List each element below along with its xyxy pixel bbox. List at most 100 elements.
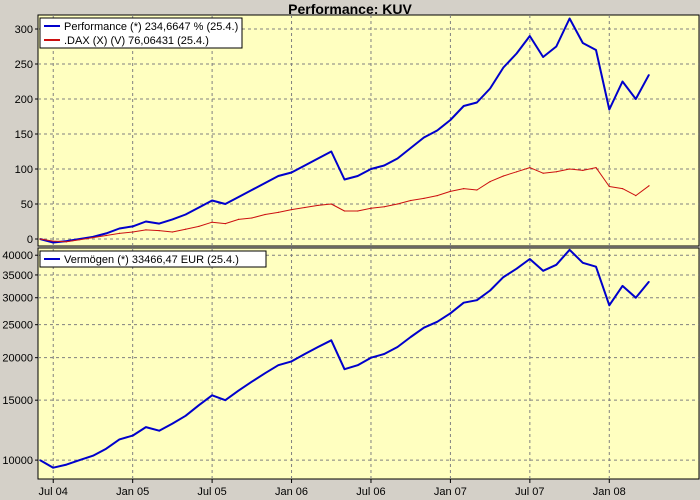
performance-y-tick-label: 50: [21, 199, 33, 211]
x-tick-label: Jul 07: [515, 486, 544, 498]
performance-series-0-point: [423, 136, 425, 139]
vermoegen-series-0-point: [105, 448, 107, 450]
performance-series-1-point: [555, 171, 557, 173]
vermoegen-series-0-point: [568, 249, 571, 251]
performance-series-0-point: [555, 45, 557, 48]
vermoegen-series-0-point: [449, 312, 452, 314]
performance-series-0-point: [171, 218, 173, 220]
vermoegen-series-0-point: [118, 438, 121, 441]
performance-series-1-point: [65, 241, 68, 243]
performance-series-0-point: [118, 227, 121, 230]
performance-series-1-point: [489, 181, 491, 183]
performance-series-0-point: [264, 182, 266, 184]
performance-series-1-point: [357, 210, 359, 212]
vermoegen-series-0-point: [383, 353, 385, 355]
vermoegen-series-0-point: [582, 262, 584, 264]
performance-series-1-point: [423, 197, 425, 199]
performance-series-0-point: [237, 196, 240, 198]
vermoegen-series-0-point: [330, 339, 332, 341]
vermoegen-series-0-point: [52, 467, 54, 469]
vermoegen-legend-entry: Vermögen (*) 33466,47 EUR (25.4.): [64, 254, 239, 266]
vermoegen-series-0-point: [39, 459, 41, 461]
performance-series-1-point: [595, 167, 597, 169]
performance-y-tick-label: 300: [15, 24, 33, 36]
vermoegen-series-0-point: [555, 264, 557, 266]
vermoegen-series-0-point: [65, 464, 68, 466]
vermoegen-series-0-point: [608, 304, 610, 306]
vermoegen-y-tick-label: 30000: [2, 293, 33, 305]
performance-series-1-point: [211, 221, 213, 223]
performance-series-0-point: [158, 223, 160, 225]
vermoegen-series-0-point: [304, 353, 306, 355]
vermoegen-series-0-point: [410, 336, 412, 338]
performance-series-0-point: [635, 98, 637, 100]
performance-series-0-point: [410, 147, 412, 149]
vermoegen-series-0-point: [476, 299, 478, 301]
vermoegen-series-0-point: [132, 435, 134, 437]
performance-series-0-point: [132, 225, 134, 227]
performance-series-0-point: [568, 17, 571, 20]
performance-series-0-point: [463, 105, 465, 107]
performance-series-1-point: [52, 240, 54, 242]
x-tick-label: Jul 06: [356, 486, 385, 498]
performance-series-1-point: [118, 232, 121, 234]
performance-series-1-point: [185, 228, 187, 230]
performance-series-1-point: [410, 199, 412, 202]
performance-series-0-point: [317, 157, 319, 160]
performance-series-0-point: [304, 164, 306, 167]
vermoegen-series-0-point: [211, 394, 213, 396]
performance-series-1-point: [198, 225, 200, 227]
performance-series-0-point: [383, 164, 385, 167]
performance-series-0-point: [52, 241, 54, 244]
performance-series-0-point: [516, 52, 518, 55]
performance-y-tick-label: 150: [15, 129, 33, 141]
performance-series-1-point: [317, 204, 319, 206]
performance-series-0-point: [648, 74, 650, 76]
vermoegen-series-0-point: [635, 297, 637, 299]
vermoegen-series-0-point: [370, 357, 372, 359]
performance-series-1-point: [330, 203, 332, 205]
performance-series-1-point: [39, 238, 41, 240]
vermoegen-series-0-point: [648, 280, 650, 283]
vermoegen-series-0-point: [92, 455, 94, 457]
performance-series-0-point: [277, 175, 279, 177]
performance-series-1-point: [264, 213, 266, 216]
vermoegen-series-0-point: [357, 364, 359, 366]
vermoegen-series-0-point: [224, 399, 226, 401]
performance-y-tick-label: 100: [15, 164, 33, 176]
vermoegen-y-tick-label: 15000: [2, 395, 33, 407]
performance-series-1-point: [635, 195, 637, 197]
performance-series-0-point: [582, 42, 584, 44]
vermoegen-series-0-point: [290, 360, 293, 363]
performance-legend-entry: .DAX (X) (V) 76,06431 (25.4.): [64, 35, 209, 47]
performance-series-1-point: [383, 206, 385, 208]
vermoegen-panel: 10000 15000 20000 25000 30000 35000 40000 Vermö…: [2, 247, 700, 480]
performance-series-1-point: [476, 189, 478, 191]
performance-y-tick-label: 0: [27, 234, 33, 246]
vermoegen-series-0-point: [489, 289, 491, 292]
performance-series-1-point: [436, 195, 438, 197]
vermoegen-series-0-point: [529, 258, 531, 260]
x-tick-label: Jan 07: [434, 486, 467, 498]
performance-series-1-point: [251, 217, 253, 219]
vermoegen-series-0-point: [185, 415, 187, 417]
performance-series-0-point: [502, 66, 504, 69]
vermoegen-series-0-point: [317, 346, 319, 348]
performance-series-1-point: [529, 167, 531, 169]
vermoegen-series-0-point: [542, 270, 544, 272]
vermoegen-y-tick-label: 40000: [2, 250, 33, 262]
performance-series-0-point: [145, 220, 147, 223]
performance-y-tick-label: 200: [15, 94, 33, 106]
performance-series-0-point: [476, 101, 478, 104]
performance-series-0-point: [542, 56, 544, 58]
chart-title: Performance: KUV: [288, 1, 412, 17]
performance-legend: [39, 17, 243, 49]
performance-series-0-point: [105, 232, 107, 234]
performance-series-0-point: [343, 178, 346, 181]
vermoegen-series-0-point: [343, 368, 346, 370]
vermoegen-series-0-point: [171, 423, 173, 425]
performance-series-1-point: [463, 188, 465, 190]
performance-series-1-point: [621, 188, 624, 190]
performance-series-0-point: [330, 150, 332, 153]
